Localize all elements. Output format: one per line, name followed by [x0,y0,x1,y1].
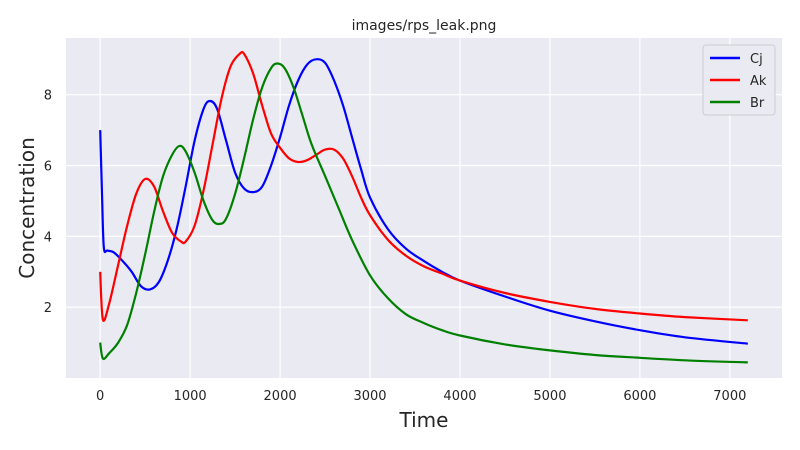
y-axis-title: Concentration [15,137,39,278]
plot-background [66,38,782,378]
x-tick-labels: 0 1000 2000 3000 4000 5000 6000 7000 [96,389,746,404]
y-tick-label: 6 [44,160,52,175]
x-tick-label: 1000 [174,389,207,404]
legend-label-br: Br [750,96,765,111]
x-tick-label: 4000 [443,389,476,404]
legend-label-cj: Cj [750,52,763,67]
x-tick-label: 2000 [264,389,297,404]
grid [66,38,782,378]
y-tick-label: 4 [44,230,52,245]
series-line-cj [99,58,748,345]
series-line-ak [99,50,748,322]
legend: Cj Ak Br [702,44,776,116]
series-line-br [99,62,748,364]
chart-title: images/rps_leak.png [352,18,497,34]
y-tick-label: 8 [44,89,52,104]
x-axis-title: Time [399,408,449,432]
x-tick-label: 5000 [533,389,566,404]
y-tick-labels: 2 4 6 8 [44,89,52,316]
series-lines [99,50,748,364]
x-tick-label: 7000 [713,389,746,404]
y-tick-label: 2 [44,301,52,316]
legend-label-ak: Ak [750,74,767,89]
x-tick-label: 6000 [623,389,656,404]
x-tick-label: 3000 [353,389,386,404]
x-tick-label: 0 [96,389,104,404]
